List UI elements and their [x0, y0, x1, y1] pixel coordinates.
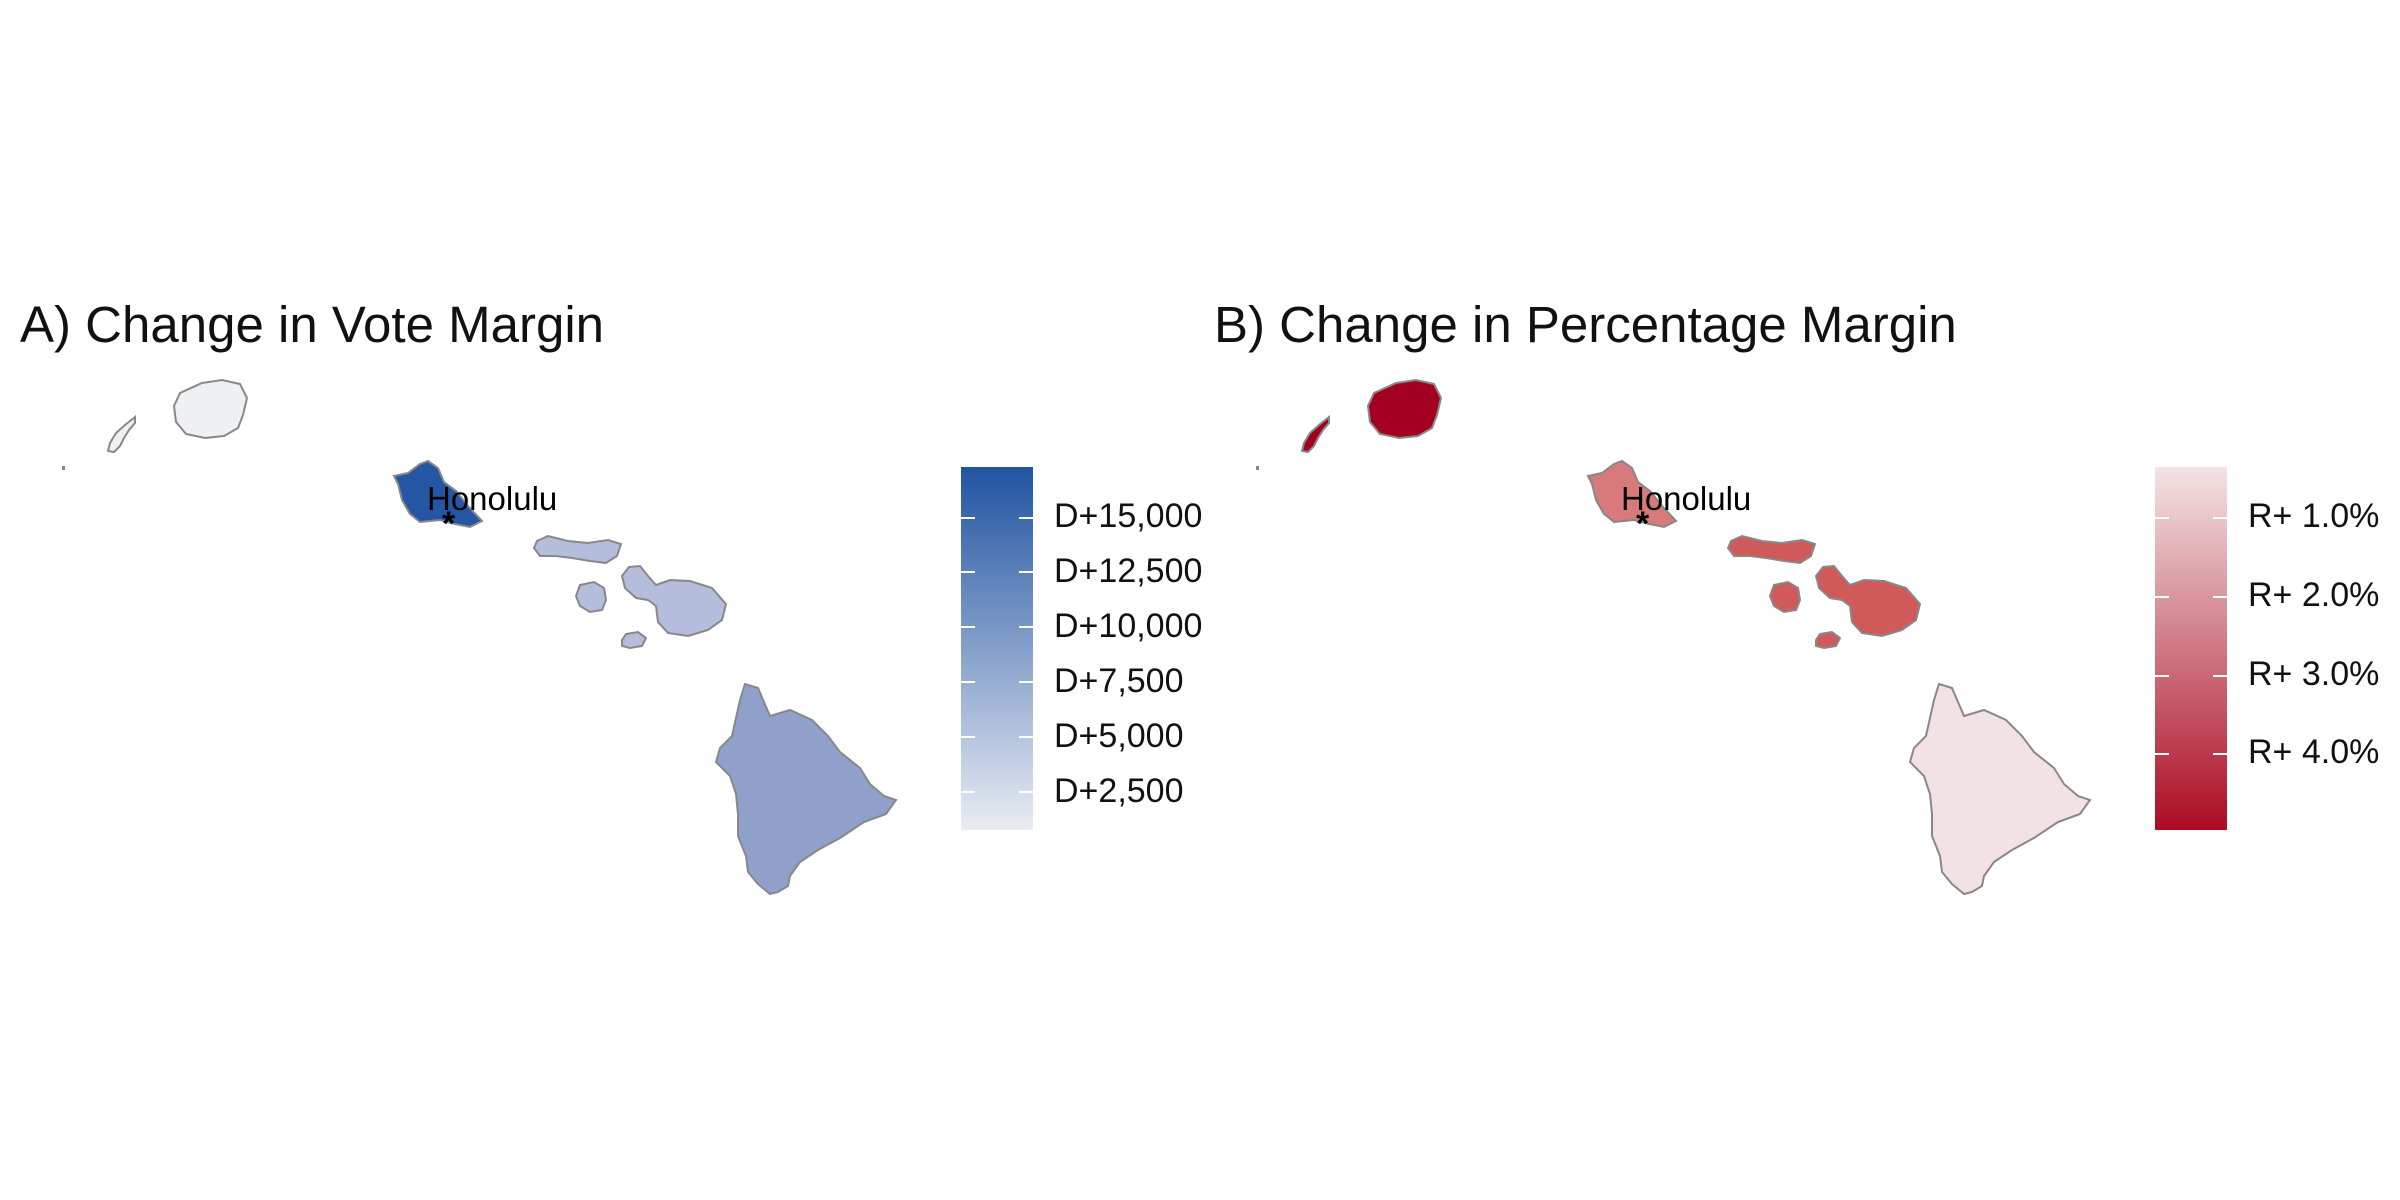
- legend-label: D+5,000: [1054, 717, 1184, 755]
- legend-label: D+10,000: [1054, 607, 1203, 645]
- island-oahu: [392, 459, 484, 529]
- city-label-honolulu: Honolulu: [1621, 480, 1752, 517]
- island-kahoolawe: [621, 630, 648, 650]
- legend-colorbar: [2155, 467, 2227, 830]
- city-marker-icon: *: [1636, 505, 1650, 543]
- city-marker-icon: *: [442, 505, 456, 543]
- legend-label: D+7,500: [1054, 662, 1184, 700]
- island-lanai: [574, 580, 608, 614]
- legend-colorbar: [961, 467, 1033, 830]
- legend-label: R+ 2.0%: [2248, 576, 2380, 614]
- island-kahoolawe: [1815, 630, 1842, 650]
- island-kauai: [1366, 378, 1443, 440]
- island-oahu: [1586, 459, 1678, 529]
- legend-label: D+12,500: [1054, 552, 1203, 590]
- panel-title: B) Change in Percentage Margin: [1214, 296, 1957, 353]
- island-kauai: [172, 378, 249, 440]
- city-label-honolulu: Honolulu: [427, 480, 558, 517]
- legend-label: D+15,000: [1054, 497, 1203, 535]
- island-maui: [1814, 564, 1922, 638]
- panel-vote-margin: A) Change in Vote Margin Honolulu * D+15…: [20, 296, 1203, 896]
- island-hawaii: [1908, 682, 2092, 896]
- island-nihoa: [1256, 466, 1259, 470]
- island-molokai: [1726, 534, 1817, 565]
- legend-label: R+ 1.0%: [2248, 497, 2380, 535]
- island-molokai: [532, 534, 623, 565]
- hawaii-map: [1256, 378, 2092, 896]
- island-niihau: [106, 414, 136, 454]
- island-nihoa: [62, 466, 65, 470]
- island-niihau: [1300, 414, 1330, 454]
- legend-label: R+ 3.0%: [2248, 655, 2380, 693]
- island-maui: [620, 564, 728, 638]
- panel-title: A) Change in Vote Margin: [20, 296, 605, 353]
- legend-label: D+2,500: [1054, 772, 1184, 810]
- hawaii-map: [62, 378, 898, 896]
- legend-label: R+ 4.0%: [2248, 733, 2380, 771]
- island-hawaii: [714, 682, 898, 896]
- island-lanai: [1768, 580, 1802, 614]
- panel-percentage-margin: B) Change in Percentage Margin Honolulu …: [1194, 0, 2394, 1200]
